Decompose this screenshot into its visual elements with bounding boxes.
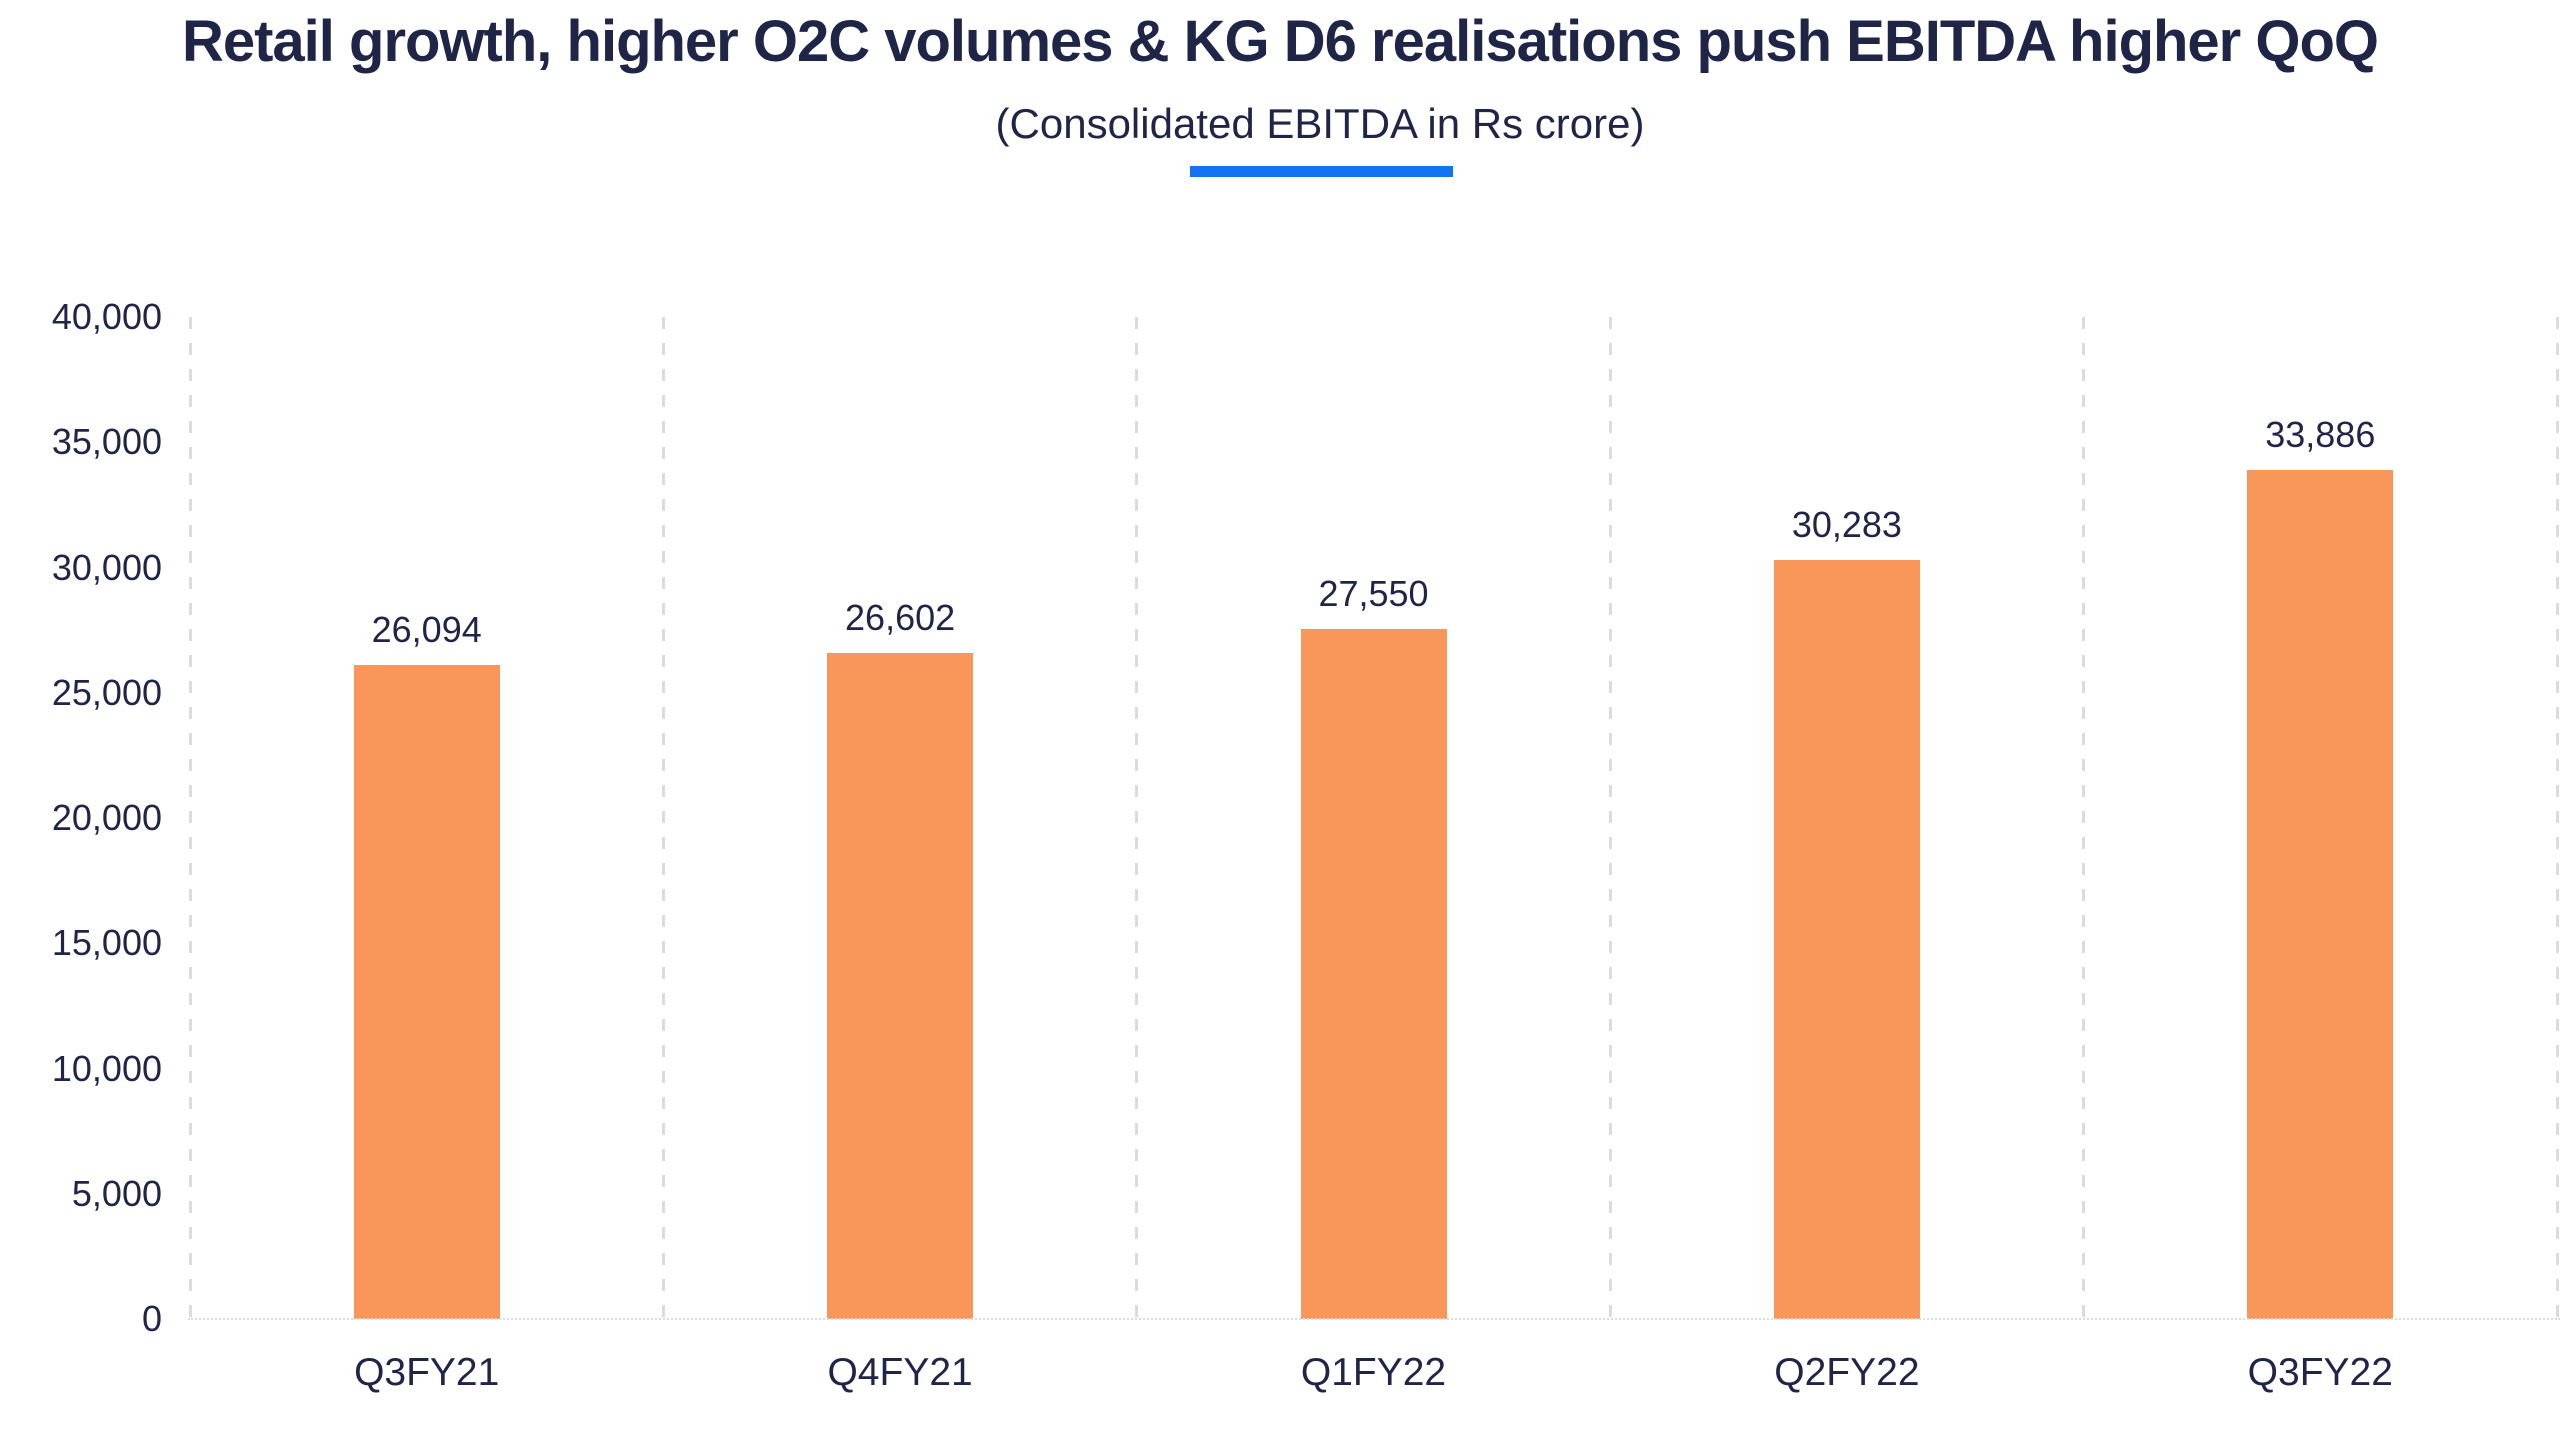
- bar-value-label: 33,886: [2265, 414, 2376, 456]
- y-axis-tick-label: 5,000: [71, 1172, 162, 1214]
- chart-subtitle: (Consolidated EBITDA in Rs crore): [995, 100, 1645, 147]
- bar-value-label: 26,602: [845, 596, 956, 638]
- ebitda-bar: [1300, 628, 1447, 1319]
- y-axis-tick-label: 30,000: [51, 546, 162, 588]
- y-axis-tick-label: 15,000: [51, 922, 162, 964]
- gridline: [2082, 317, 2086, 1319]
- gridline: [1608, 317, 1612, 1319]
- bar-value-label: 27,550: [1318, 572, 1429, 614]
- y-axis-tick-label: 35,000: [51, 421, 162, 463]
- x-axis-tick-label: Q1FY22: [1300, 1351, 1447, 1394]
- y-axis-tick-label: 10,000: [51, 1047, 162, 1089]
- page-title: Retail growth, higher O2C volumes & KG D…: [181, 9, 2379, 74]
- y-axis-tick-label: 40,000: [51, 296, 162, 337]
- gridline: [661, 317, 665, 1319]
- x-axis-tick-label: Q4FY21: [827, 1351, 973, 1394]
- gridline: [2555, 317, 2559, 1319]
- plot-area: 26,094 26,602 27,550 30,283 33,886: [188, 317, 2559, 1319]
- ebitda-bar: [353, 665, 500, 1319]
- bar-value-label: 26,094: [371, 609, 482, 651]
- ebitda-bar: [1773, 560, 1920, 1319]
- y-axis-tick-label: 25,000: [51, 671, 162, 713]
- ebitda-bar: [827, 652, 974, 1319]
- y-axis-tick-label: 20,000: [51, 797, 162, 838]
- x-axis-tick-label: Q3FY22: [2247, 1351, 2393, 1394]
- gridline: [188, 317, 192, 1319]
- x-axis-baseline: [188, 1318, 2560, 1320]
- ebitda-bar: [2247, 470, 2394, 1319]
- gridline: [1135, 317, 1139, 1319]
- subtitle-accent-bar: [1190, 166, 1453, 177]
- x-axis-tick-label: Q2FY22: [1774, 1351, 1920, 1394]
- bar-value-label: 30,283: [1791, 504, 1902, 546]
- x-axis-tick-label: Q3FY21: [354, 1351, 500, 1394]
- y-axis-tick-label: 0: [141, 1298, 162, 1339]
